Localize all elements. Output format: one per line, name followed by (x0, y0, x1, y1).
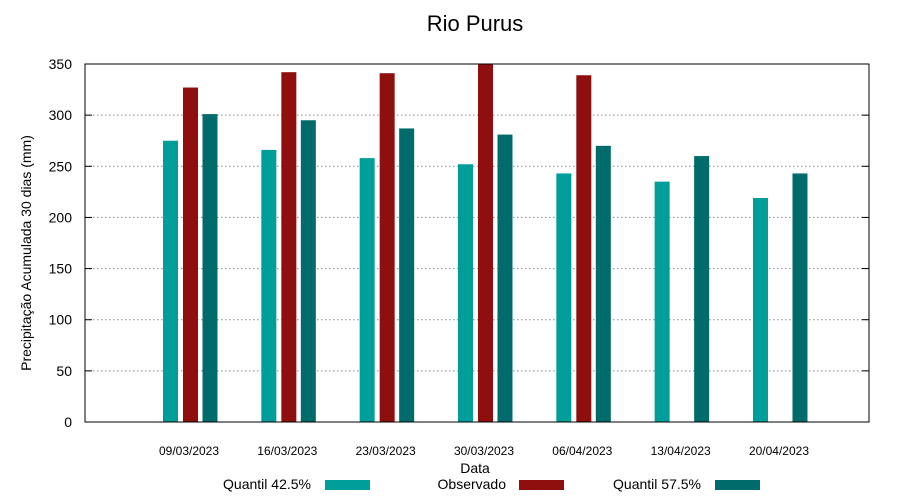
y-tick-label: 250 (49, 158, 73, 174)
chart-title: Rio Purus (427, 11, 524, 36)
y-tick-label: 0 (64, 414, 72, 430)
bar-quantil-57-5--4 (595, 145, 611, 423)
bar-quantil-57-5--3 (497, 134, 513, 422)
axes: 0 50 100 150 200 250 300 350 09/03/2023 16/03/202… (49, 56, 869, 458)
y-tick-label: 350 (49, 56, 73, 72)
x-tick-label: 13/04/2023 (651, 444, 711, 458)
x-tick-label: 23/03/2023 (356, 444, 416, 458)
bar-quantil-57-5--1 (300, 120, 316, 422)
plot-frame (84, 63, 870, 423)
bar-quantil-42-5--4 (556, 173, 572, 422)
bar-quantil-57-5--2 (399, 128, 415, 422)
legend-label: Quantil 57.5% (613, 476, 701, 492)
x-tick-label: 16/03/2023 (257, 444, 317, 458)
bar-quantil-57-5--6 (792, 173, 808, 422)
legend: Quantil 42.5% Observado Quantil 57.5% (223, 476, 760, 492)
legend-swatch (519, 480, 564, 490)
y-tick-label: 50 (56, 363, 72, 379)
x-tick-label: 30/03/2023 (454, 444, 514, 458)
bar-observado-0 (183, 87, 198, 423)
bar-observado-1 (281, 72, 297, 422)
bar-observado-4 (576, 75, 592, 422)
bars (163, 64, 808, 423)
legend-swatch (325, 480, 370, 490)
bar-observado-2 (379, 73, 395, 422)
legend-label: Observado (438, 476, 507, 492)
bar-observado-3 (477, 64, 493, 422)
x-tick-label: 09/03/2023 (159, 444, 219, 458)
bar-quantil-42-5--1 (261, 149, 277, 423)
y-tick-label: 150 (49, 261, 73, 277)
bar-quantil-57-5--0 (202, 114, 218, 423)
bar-quantil-42-5--2 (359, 158, 375, 423)
grid-lines (85, 114, 869, 372)
legend-label: Quantil 42.5% (223, 476, 311, 492)
bar-quantil-57-5--5 (694, 156, 710, 423)
bar-quantil-42-5--0 (163, 140, 178, 422)
y-axis-label: Precipitação Acumulada 30 dias (mm) (18, 135, 34, 371)
x-tick-label: 20/04/2023 (749, 444, 809, 458)
bar-quantil-42-5--3 (457, 164, 473, 423)
y-tick-label: 200 (49, 209, 73, 225)
legend-swatch (715, 480, 760, 490)
y-tick-label: 100 (49, 312, 73, 328)
x-tick-label: 06/04/2023 (552, 444, 612, 458)
x-axis-label: Data (460, 460, 490, 476)
y-tick-label: 300 (49, 107, 73, 123)
bar-quantil-42-5--6 (752, 197, 768, 422)
bar-quantil-42-5--5 (654, 181, 670, 422)
